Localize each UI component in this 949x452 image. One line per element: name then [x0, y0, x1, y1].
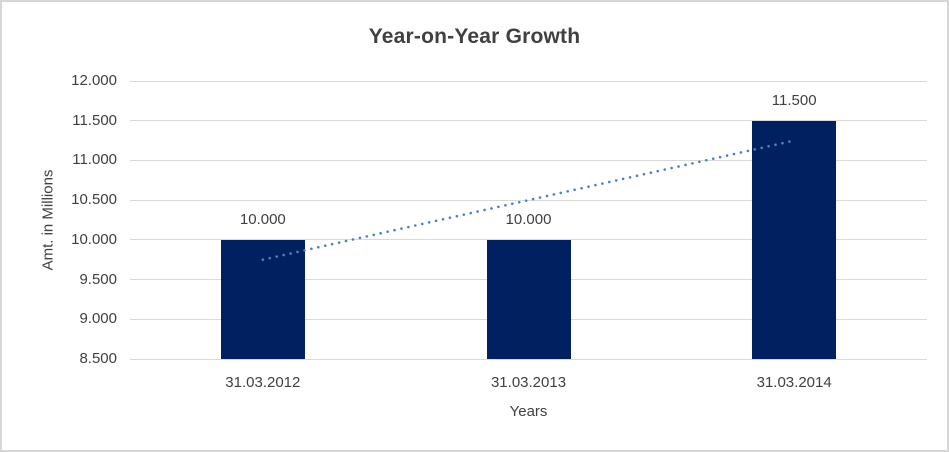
gridline: [130, 120, 927, 122]
y-tick-label: 9.500: [79, 270, 117, 288]
y-tick-label: 11.000: [72, 151, 117, 169]
x-tick-label: 31.03.2014: [756, 374, 832, 391]
y-tick-label: 8.500: [79, 350, 117, 367]
bar[interactable]: [486, 239, 571, 359]
bar[interactable]: [752, 120, 837, 359]
y-tick-label: 12.000: [71, 72, 117, 89]
bar-value-label: 10.000: [239, 210, 286, 228]
bar-value-label: 11.500: [771, 91, 817, 109]
x-axis-title: Years: [509, 403, 548, 420]
bar-value-label: 10.000: [505, 210, 552, 228]
y-tick-label: 10.000: [71, 230, 117, 248]
gridline: [130, 358, 927, 360]
x-tick-label: 31.03.2013: [490, 374, 567, 391]
x-tick-label: 31.03.2012: [225, 374, 301, 391]
y-tick-label: 11.500: [72, 111, 117, 129]
y-tick-label: 10.500: [71, 191, 117, 209]
y-tick-label: 9.000: [79, 310, 117, 328]
gridline: [130, 80, 927, 82]
y-axis-title: Amt. in Millions: [39, 169, 57, 271]
chart-title: Year-on-Year Growth: [368, 25, 581, 48]
bar[interactable]: [220, 239, 305, 359]
